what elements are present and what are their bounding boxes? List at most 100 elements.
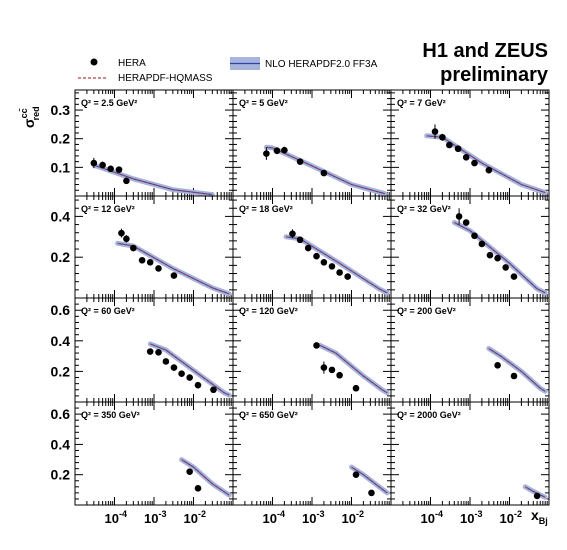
panel-label: Q² = 650 GeV² bbox=[239, 410, 298, 420]
x-tick-label: 10-3 bbox=[302, 509, 324, 526]
data-point bbox=[462, 219, 470, 226]
data-point bbox=[328, 263, 336, 270]
svg-text:σcc̄red: σcc̄ red bbox=[19, 106, 41, 128]
data-point bbox=[336, 269, 343, 276]
panel-11: 10-4 10-3 10-2 Q² = 650 GeV² bbox=[232, 401, 392, 526]
theory-hqmass-line bbox=[319, 344, 388, 394]
data-point bbox=[155, 265, 162, 272]
panel-6: Q² = 32 GeV² bbox=[390, 195, 550, 299]
panel-grid: 0.1 0.2 0.3 Q² = 2.5 GeV² Q² = 5 GeV² Q² = 7 … bbox=[51, 89, 550, 526]
data-point bbox=[210, 386, 217, 394]
legend-data-label: HERA bbox=[118, 58, 146, 69]
x-tick-label-exp: -2 bbox=[514, 509, 522, 519]
data-point bbox=[186, 374, 193, 381]
panel-7: 0.2 0.4 0.6 Q² = 60 GeV² bbox=[51, 297, 234, 403]
data-point bbox=[123, 177, 130, 185]
data-point bbox=[533, 492, 541, 500]
panel-5: Q² = 18 GeV² bbox=[232, 195, 392, 299]
data-point bbox=[123, 235, 130, 243]
y-tick-label: 0.2 bbox=[51, 467, 71, 483]
data-point bbox=[431, 128, 439, 135]
y-axis-label-main: σ bbox=[21, 118, 37, 128]
x-tick-label: 10-3 bbox=[460, 509, 482, 526]
panel-label: Q² = 7 GeV² bbox=[397, 98, 446, 108]
data-point bbox=[130, 244, 137, 252]
chart-title-line2: preliminary bbox=[440, 64, 549, 86]
data-point bbox=[170, 364, 178, 371]
x-tick-label: 10-4 bbox=[263, 509, 285, 526]
data-point bbox=[336, 371, 343, 379]
data-point bbox=[344, 273, 351, 280]
theory-central-line bbox=[524, 486, 546, 498]
data-point bbox=[486, 251, 494, 259]
data-point bbox=[90, 159, 98, 167]
data-point bbox=[107, 165, 114, 173]
x-axis-label-main: x bbox=[531, 507, 539, 523]
data-point bbox=[170, 272, 178, 279]
x-tick-label-exp: -4 bbox=[277, 509, 285, 519]
x-axis-label-sub: Bj bbox=[539, 516, 548, 526]
panel-label: Q² = 5 GeV² bbox=[239, 98, 288, 108]
data-point bbox=[118, 229, 125, 237]
data-point bbox=[296, 236, 304, 244]
panel-2: Q² = 5 GeV² bbox=[232, 89, 392, 197]
x-tick-label: 10-3 bbox=[144, 509, 166, 526]
panel-label: Q² = 200 GeV² bbox=[397, 306, 456, 316]
data-point bbox=[320, 259, 328, 266]
data-point bbox=[510, 372, 518, 380]
y-tick-label: 0.2 bbox=[51, 131, 71, 147]
panel-4: 0.2 0.4 Q² = 12 GeV² bbox=[51, 195, 234, 299]
data-point bbox=[439, 133, 446, 141]
data-point bbox=[273, 147, 281, 155]
data-point bbox=[281, 146, 288, 154]
data-point bbox=[320, 364, 328, 371]
data-point bbox=[186, 468, 193, 475]
legend-data-marker bbox=[90, 58, 98, 66]
data-point bbox=[478, 240, 486, 248]
data-point bbox=[352, 384, 360, 392]
data-point bbox=[313, 342, 320, 349]
data-point bbox=[178, 370, 185, 378]
panel-10: 0.2 0.4 0.6 10-4 10-3 10-2 Q² = 350 GeV² bbox=[51, 401, 234, 526]
data-point bbox=[146, 259, 154, 266]
data-point bbox=[454, 145, 462, 153]
legend: HERA HERAPDF-HQMASS NLO HERAPDF2.0 FF3A bbox=[78, 57, 378, 84]
data-point bbox=[313, 252, 320, 260]
legend-theory2-label: NLO HERAPDF2.0 FF3A bbox=[265, 59, 378, 70]
panel-8: Q² = 120 GeV² bbox=[232, 297, 392, 403]
data-point bbox=[471, 159, 478, 167]
x-tick-label-exp: -4 bbox=[435, 509, 443, 519]
panel-label: Q² = 32 GeV² bbox=[397, 204, 451, 214]
x-tick-label: 10-2 bbox=[184, 509, 206, 526]
data-point bbox=[296, 158, 304, 165]
theory-hqmass-line bbox=[150, 343, 230, 396]
data-point bbox=[194, 381, 202, 389]
data-point bbox=[138, 256, 146, 264]
panel-label: Q² = 18 GeV² bbox=[239, 204, 293, 214]
data-point bbox=[289, 230, 296, 238]
theory-hqmass-line bbox=[454, 222, 546, 294]
data-point bbox=[485, 166, 493, 174]
theory-hqmass-line bbox=[426, 135, 546, 194]
data-point bbox=[494, 361, 501, 369]
data-point bbox=[494, 254, 501, 262]
panel-label: Q² = 12 GeV² bbox=[81, 204, 135, 214]
data-point bbox=[328, 366, 336, 374]
panel-9: Q² = 200 GeV² bbox=[390, 297, 550, 403]
data-point bbox=[194, 485, 202, 492]
y-axis-label-sup: cc̄ bbox=[19, 108, 29, 119]
panel-3: Q² = 7 GeV² bbox=[390, 89, 550, 197]
panel-label: Q² = 120 GeV² bbox=[239, 306, 298, 316]
data-point bbox=[162, 358, 170, 365]
data-point bbox=[352, 471, 360, 479]
y-tick-label: 0.3 bbox=[51, 102, 71, 118]
data-point bbox=[446, 141, 453, 149]
data-point bbox=[146, 348, 154, 355]
x-tick-label: 10-2 bbox=[500, 509, 522, 526]
theory-hqmass-line bbox=[351, 466, 388, 494]
data-point bbox=[471, 232, 478, 240]
chart-title-line1: H1 and ZEUS bbox=[422, 40, 548, 62]
y-axis-label: σcc̄ red bbox=[19, 106, 41, 128]
x-tick-label: 10-4 bbox=[105, 509, 127, 526]
data-point bbox=[455, 213, 463, 220]
